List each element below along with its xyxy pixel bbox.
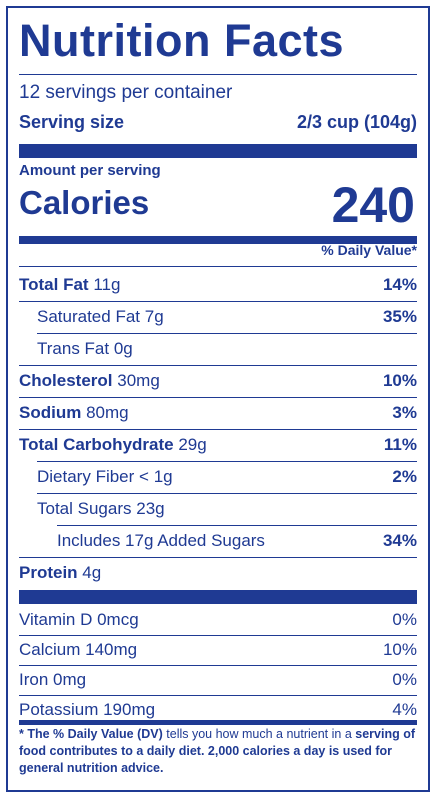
thick-divider [19, 590, 417, 604]
thick-divider [19, 144, 417, 158]
nutrient-amount: 4g [82, 563, 102, 582]
nutrient-dv: 10% [382, 371, 417, 390]
serving-size-value: 2/3 cup (104g) [296, 112, 417, 132]
calories-label: Calories [19, 184, 150, 221]
nutrient-row-protein: Protein 4g [19, 558, 417, 588]
nutrient-row-dietary-fiber: Dietary Fiber < 1g 2% [19, 462, 417, 492]
vitamin-name: Calcium 140mg [19, 640, 138, 659]
divider [19, 301, 417, 302]
vitamin-name: Iron 0mg [19, 670, 87, 689]
nutrient-dv: 34% [382, 531, 417, 550]
nutrient-amount: 0g [113, 339, 133, 358]
title: Nutrition Facts [19, 15, 345, 66]
nutrient-name: Total Carbohydrate [19, 435, 174, 454]
nutrient-name: Protein [19, 563, 78, 582]
divider [19, 665, 417, 666]
nutrient-row-cholesterol: Cholesterol 30mg 10% [19, 366, 417, 396]
nutrient-amount: 11g [93, 275, 121, 294]
divider [19, 74, 417, 75]
nutrient-row-total-sugars: Total Sugars 23g [19, 494, 417, 524]
divider [19, 397, 417, 398]
nutrient-name: Total Fat [19, 275, 89, 294]
nutrient-row-sodium: Sodium 80mg 3% [19, 398, 417, 428]
footnote-part: serving of food contributes to a daily d… [19, 727, 416, 775]
medium-divider [19, 236, 417, 244]
nutrient-row-added-sugars: Includes 17g Added Sugars 34% [19, 526, 417, 556]
nutrient-dv: 35% [382, 307, 417, 326]
divider [19, 695, 417, 696]
nutrient-name: Dietary Fiber [37, 467, 135, 486]
divider [19, 266, 417, 267]
vitamin-dv: 10% [382, 640, 417, 659]
medium-divider [19, 720, 417, 725]
nutrient-dv: 14% [382, 275, 417, 294]
divider [57, 525, 417, 526]
nutrient-dv: 11% [383, 435, 417, 454]
vitamin-row-iron: Iron 0mg 0% [19, 666, 417, 694]
nutrient-name: Trans Fat [37, 339, 110, 358]
nutrient-amount: 7g [144, 307, 164, 326]
nutrient-name: Total Sugars [37, 499, 132, 518]
divider [19, 429, 417, 430]
vitamin-dv: 0% [392, 670, 417, 689]
vitamin-dv: 0% [392, 610, 417, 629]
nutrient-dv: 3% [392, 403, 417, 422]
divider [19, 635, 417, 636]
vitamin-name: Vitamin D 0mcg [19, 610, 139, 629]
footnote: * The % Daily Value (DV) tells you how m… [19, 726, 417, 777]
footnote-part: tells you how much a nutrient in a [162, 727, 356, 741]
serving-size-row: Serving size 2/3 cup (104g) [19, 112, 417, 133]
servings-per-container: 12 servings per container [19, 82, 233, 103]
calories-value: 240 [331, 177, 415, 233]
vitamin-dv: 4% [392, 700, 417, 719]
divider [37, 493, 417, 494]
footnote-part: * The % Daily Value (DV) [19, 727, 163, 741]
nutrient-row-total-carbohydrate: Total Carbohydrate 29g 11% [19, 430, 417, 460]
nutrient-amount: < 1g [139, 467, 173, 486]
nutrient-dv: 2% [392, 467, 417, 486]
vitamin-row-potassium: Potassium 190mg 4% [19, 696, 417, 724]
nutrition-facts-label: Nutrition Facts 12 servings per containe… [6, 6, 430, 792]
nutrient-name: Cholesterol [19, 371, 113, 390]
vitamin-row-calcium: Calcium 140mg 10% [19, 636, 417, 664]
daily-value-header: % Daily Value* [321, 242, 417, 258]
divider [37, 333, 417, 334]
nutrient-amount: 30mg [117, 371, 160, 390]
nutrient-amount: 23g [136, 499, 165, 518]
serving-size-label: Serving size [19, 112, 125, 132]
nutrient-amount: 80mg [86, 403, 129, 422]
nutrient-row-total-fat: Total Fat 11g 14% [19, 270, 417, 300]
nutrient-name: Saturated Fat [37, 307, 141, 326]
nutrient-name: Includes 17g Added Sugars [57, 531, 265, 550]
nutrient-row-trans-fat: Trans Fat 0g [19, 334, 417, 364]
divider [37, 461, 417, 462]
vitamin-name: Potassium 190mg [19, 700, 156, 719]
amount-per-serving: Amount per serving [19, 162, 161, 179]
nutrient-row-saturated-fat: Saturated Fat 7g 35% [19, 302, 417, 332]
divider [19, 365, 417, 366]
nutrient-name: Sodium [19, 403, 82, 422]
divider [19, 557, 417, 558]
vitamin-row-vitamin-d: Vitamin D 0mcg 0% [19, 606, 417, 634]
daily-value-header-row: % Daily Value* [19, 242, 417, 258]
nutrient-amount: 29g [178, 435, 207, 454]
